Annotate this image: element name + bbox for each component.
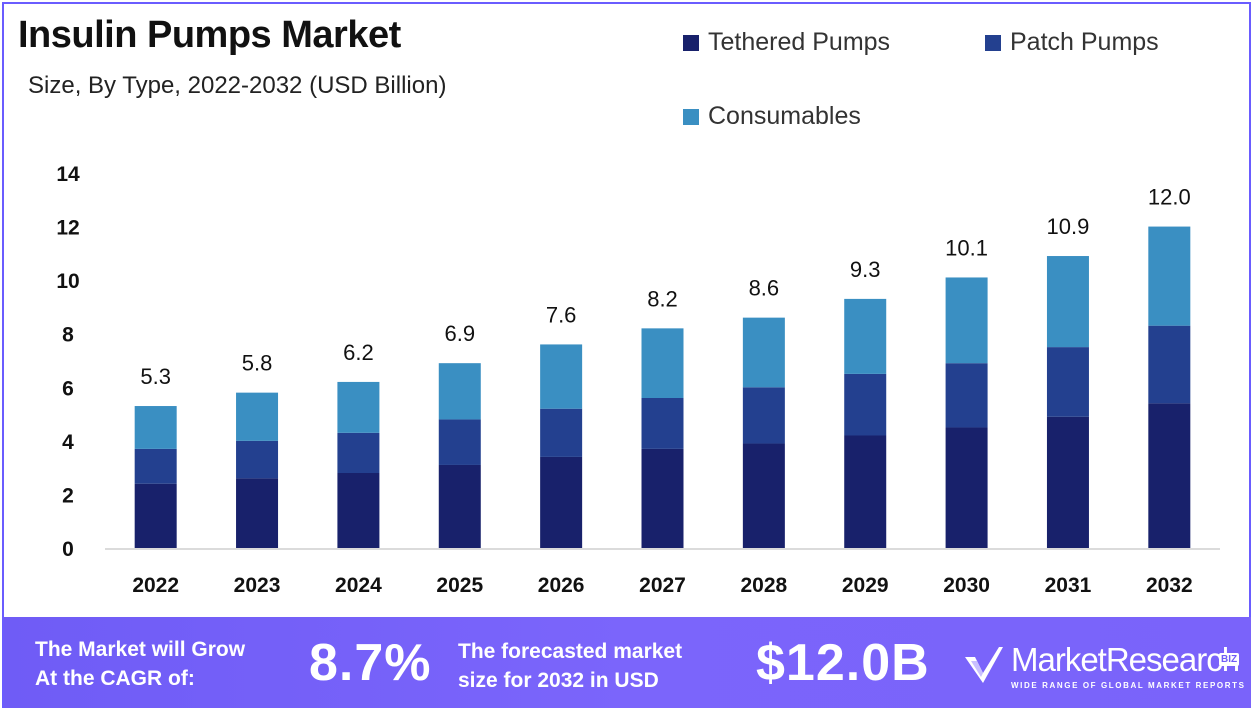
bar-segment-patch-pumps <box>945 363 988 428</box>
bar-segment-patch-pumps <box>337 432 380 473</box>
data-label-total: 9.3 <box>850 257 881 282</box>
bar-segment-patch-pumps <box>438 419 481 465</box>
y-tick-label: 14 <box>56 163 80 186</box>
x-tick-label: 2028 <box>741 574 788 597</box>
bar-segment-consumables <box>540 344 583 409</box>
bar-segment-patch-pumps <box>236 440 279 479</box>
legend-item-consumables: Consumables <box>683 102 861 131</box>
x-tick-label: 2030 <box>943 574 990 597</box>
cagr-caption: The Market will Grow At the CAGR of: <box>35 635 245 693</box>
data-label-total: 10.9 <box>1047 214 1090 239</box>
y-tick-label: 4 <box>62 431 74 454</box>
data-label-total: 7.6 <box>546 302 577 327</box>
bar-segment-consumables <box>844 298 887 374</box>
x-tick-label: 2022 <box>132 574 179 597</box>
chart-subtitle: Size, By Type, 2022-2032 (USD Billion) <box>28 72 447 99</box>
x-tick-label: 2026 <box>538 574 585 597</box>
y-tick-label: 2 <box>62 484 74 507</box>
brand-name: MarketResearch <box>1011 641 1240 678</box>
forecast-caption-line1: The forecasted market <box>458 640 683 663</box>
bar-segment-tethered-pumps <box>1046 416 1089 548</box>
bar-segment-patch-pumps <box>134 448 177 484</box>
y-tick-label: 8 <box>62 324 74 347</box>
bar-segment-consumables <box>641 328 684 398</box>
bar-segment-consumables <box>134 406 177 449</box>
cagr-value: 8.7% <box>309 634 432 692</box>
bar-segment-patch-pumps <box>1046 347 1089 417</box>
x-tick-label: 2032 <box>1146 574 1193 597</box>
bar-segment-tethered-pumps <box>742 443 785 548</box>
bar-segment-tethered-pumps <box>540 456 583 548</box>
bar-segment-patch-pumps <box>540 408 583 457</box>
data-label-total: 6.9 <box>444 321 475 346</box>
legend-label-patch-pumps: Patch Pumps <box>1010 28 1159 56</box>
brand-tagline: WIDE RANGE OF GLOBAL MARKET REPORTS <box>1011 681 1246 690</box>
y-tick-label: 6 <box>62 377 74 400</box>
bar-segment-patch-pumps <box>742 387 785 444</box>
brand-suffix: BIZ <box>1219 653 1240 666</box>
bar-segment-patch-pumps <box>844 373 887 436</box>
bar-segment-consumables <box>1148 226 1191 326</box>
cagr-caption-line1: The Market will Grow <box>35 638 246 661</box>
x-tick-label: 2023 <box>234 574 281 597</box>
bar-segment-tethered-pumps <box>438 464 481 548</box>
bar-segment-consumables <box>438 363 481 420</box>
bar-segment-tethered-pumps <box>641 448 684 548</box>
bar-segment-consumables <box>337 381 380 433</box>
x-tick-label: 2024 <box>335 574 382 597</box>
chart-title: Insulin Pumps Market <box>18 14 401 56</box>
forecast-caption: The forecasted market size for 2032 in U… <box>458 637 682 695</box>
legend-label-tethered-pumps: Tethered Pumps <box>708 28 891 56</box>
x-tick-label: 2025 <box>436 574 483 597</box>
bar-segment-consumables <box>945 277 988 364</box>
bar-segment-consumables <box>236 392 279 441</box>
data-label-total: 5.8 <box>242 351 273 376</box>
x-tick-label: 2029 <box>842 574 889 597</box>
x-tick-label: 2031 <box>1045 574 1092 597</box>
data-label-total: 8.2 <box>647 286 678 311</box>
bar-segment-tethered-pumps <box>134 483 177 548</box>
legend-swatch-patch-pumps <box>985 34 1001 51</box>
legend-label-consumables: Consumables <box>708 102 861 130</box>
data-label-total: 10.1 <box>945 235 988 260</box>
bar-segment-patch-pumps <box>641 398 684 449</box>
data-label-total: 12.0 <box>1148 185 1191 210</box>
bar-chart: 0 2 4 6 8 10 12 14 5.3 2022 5.8 2023 6.2 2024 6.9 2025 7… <box>56 163 1220 597</box>
x-tick-label: 2027 <box>639 574 686 597</box>
bar-segment-consumables <box>1046 256 1089 348</box>
forecast-caption-line2: size for 2032 in USD <box>458 669 659 692</box>
data-label-total: 8.6 <box>749 276 780 301</box>
legend-swatch-consumables <box>683 108 699 125</box>
data-label-total: 6.2 <box>343 340 374 365</box>
y-tick-label: 12 <box>56 217 79 240</box>
y-tick-label: 0 <box>62 538 74 561</box>
forecast-value: $12.0B <box>756 634 930 692</box>
bar-segment-consumables <box>742 317 785 388</box>
cagr-caption-line2: At the CAGR of: <box>35 667 195 690</box>
y-tick-label: 10 <box>56 270 79 293</box>
bar-segment-tethered-pumps <box>945 427 988 548</box>
bar-segment-tethered-pumps <box>236 478 279 548</box>
data-label-total: 5.3 <box>140 364 171 389</box>
bar-segment-tethered-pumps <box>1148 403 1191 548</box>
brand-logo: MarketResearch BIZ WIDE RANGE OF GLOBAL … <box>959 639 1249 699</box>
bar-segment-tethered-pumps <box>337 473 380 548</box>
legend-item-tethered-pumps: Tethered Pumps <box>683 28 890 57</box>
bar-segment-tethered-pumps <box>844 435 887 548</box>
legend-item-patch-pumps: Patch Pumps <box>985 28 1159 57</box>
bar-segment-patch-pumps <box>1148 325 1191 404</box>
legend-swatch-tethered-pumps <box>683 34 699 51</box>
brand-check-icon <box>965 647 1003 683</box>
footer-banner: The Market will Grow At the CAGR of: 8.7… <box>4 617 1251 708</box>
